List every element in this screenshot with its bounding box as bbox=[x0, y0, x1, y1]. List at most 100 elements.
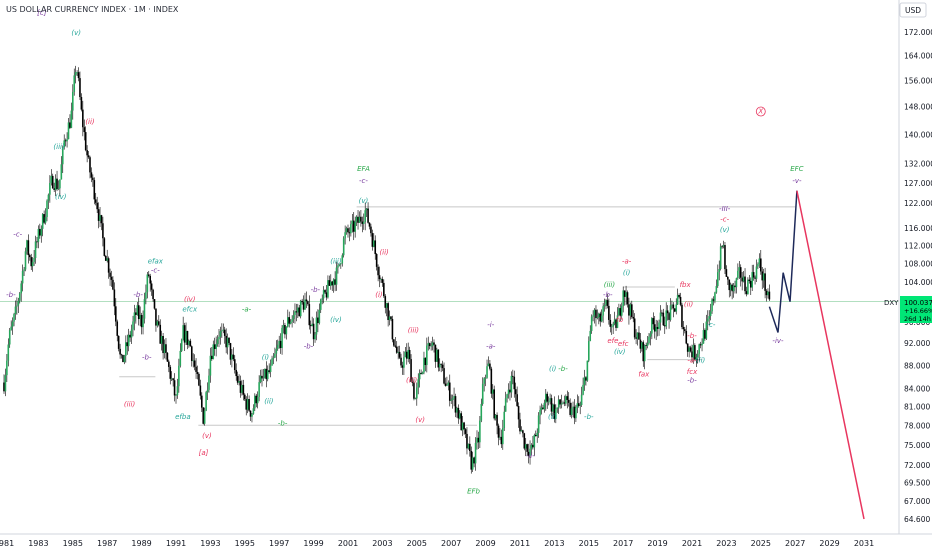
candle-body bbox=[170, 378, 173, 380]
candle-body bbox=[195, 366, 197, 372]
candle-body bbox=[595, 309, 597, 319]
candle-body bbox=[662, 312, 665, 326]
candle-body bbox=[123, 355, 126, 363]
chart-title: US DOLLAR CURRENCY INDEX · 1M · INDEX bbox=[6, 5, 179, 14]
candle-body bbox=[327, 280, 329, 298]
candle-body bbox=[268, 370, 270, 372]
candle-body bbox=[198, 374, 200, 386]
candle-body bbox=[337, 265, 339, 268]
candle-body bbox=[301, 300, 303, 303]
wave-label: (i) bbox=[623, 269, 631, 277]
candle-body bbox=[215, 344, 217, 350]
candle-body bbox=[560, 403, 563, 405]
candle-body bbox=[681, 304, 683, 328]
candle-body bbox=[426, 345, 428, 366]
candle-body bbox=[226, 337, 229, 348]
candle-body bbox=[216, 339, 219, 345]
candle-body bbox=[117, 335, 120, 349]
candle-body bbox=[583, 377, 586, 385]
candle-body bbox=[555, 408, 557, 419]
candle-body bbox=[725, 269, 728, 277]
candle-body bbox=[394, 345, 397, 347]
y-tick-label: 164.000 bbox=[904, 52, 932, 61]
candle-body bbox=[302, 302, 305, 310]
candle-body bbox=[322, 290, 325, 299]
candle-body bbox=[140, 315, 143, 328]
candle-body bbox=[593, 309, 596, 316]
candle-body bbox=[345, 228, 348, 233]
candle-body bbox=[436, 349, 438, 362]
candle-body bbox=[477, 437, 480, 443]
candle-body bbox=[94, 199, 97, 203]
candle-body bbox=[87, 155, 90, 158]
x-tick-label: 2027 bbox=[785, 539, 805, 548]
candle-body bbox=[122, 354, 124, 363]
candle-body bbox=[718, 269, 721, 273]
candle-body bbox=[59, 179, 61, 189]
candle-body bbox=[556, 407, 559, 409]
candle-body bbox=[761, 271, 764, 281]
candle-body bbox=[236, 376, 239, 383]
candle-body bbox=[106, 258, 108, 261]
candle-body bbox=[395, 346, 398, 353]
x-tick-label: 2017 bbox=[613, 539, 633, 548]
candle-body bbox=[188, 340, 190, 345]
candle-body bbox=[115, 306, 117, 322]
candle-body bbox=[201, 395, 203, 408]
candle-body bbox=[50, 175, 53, 183]
candle-body bbox=[312, 323, 315, 340]
candle-body bbox=[550, 398, 553, 412]
wave-label: (v) bbox=[71, 29, 81, 37]
candle-body bbox=[18, 293, 21, 301]
candle-body bbox=[43, 214, 45, 223]
candle-body bbox=[145, 292, 147, 300]
currency-button[interactable]: USD bbox=[899, 2, 927, 18]
candle-body bbox=[83, 127, 86, 133]
candle-body bbox=[659, 312, 662, 323]
candle-body bbox=[72, 91, 74, 111]
currency-button-label[interactable]: USD bbox=[905, 6, 921, 15]
candle-body bbox=[438, 363, 441, 368]
candle-body bbox=[616, 315, 619, 328]
candle-body bbox=[259, 375, 262, 383]
candle-body bbox=[315, 317, 318, 335]
candle-body bbox=[491, 389, 494, 394]
candle-body bbox=[420, 372, 422, 375]
wave-label: [a] bbox=[199, 449, 209, 457]
candle-body bbox=[166, 352, 169, 362]
candle-body bbox=[238, 381, 240, 383]
wave-label: -ii- bbox=[526, 452, 535, 460]
candle-body bbox=[454, 396, 457, 413]
candle-body bbox=[153, 299, 156, 309]
x-tick-label: 2031 bbox=[854, 539, 874, 548]
wave-label: -a- bbox=[242, 306, 252, 314]
y-tick-label: 132.000 bbox=[904, 160, 932, 169]
candle-body bbox=[380, 278, 382, 280]
candle-body bbox=[609, 319, 612, 327]
candle-body bbox=[132, 321, 134, 330]
candle-body bbox=[77, 72, 80, 79]
candle-body bbox=[661, 312, 663, 314]
y-tick-label: 104.000 bbox=[904, 278, 932, 287]
candle-body bbox=[590, 316, 593, 331]
x-tick-label: 2001 bbox=[338, 539, 358, 548]
x-tick-label: 2015 bbox=[579, 539, 599, 548]
currency-button-frame[interactable] bbox=[899, 2, 927, 18]
candle-body bbox=[632, 316, 635, 319]
candle-body bbox=[73, 75, 76, 92]
price-tag-price: 100.037 bbox=[904, 299, 932, 307]
candle-body bbox=[529, 448, 531, 456]
candle-body bbox=[652, 318, 655, 325]
candle-body bbox=[381, 278, 384, 283]
candle-body bbox=[291, 319, 293, 322]
candle-body bbox=[162, 336, 164, 354]
candle-body bbox=[625, 292, 627, 297]
candle-body bbox=[688, 347, 690, 352]
wave-label: (i) bbox=[375, 291, 383, 299]
candle-body bbox=[279, 340, 282, 349]
candle-body bbox=[297, 307, 299, 313]
candle-body bbox=[598, 313, 600, 318]
candle-body bbox=[258, 382, 260, 397]
candle-body bbox=[86, 150, 88, 156]
